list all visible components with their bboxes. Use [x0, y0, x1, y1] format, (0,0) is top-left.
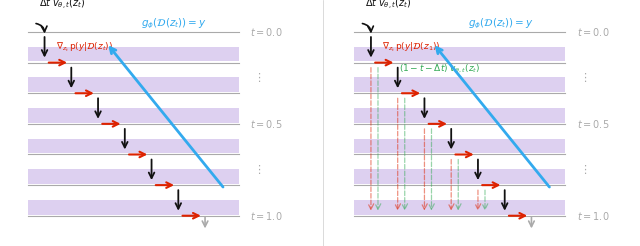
Bar [354, 169, 565, 184]
Text: $\Delta t\; v_{\theta,t}(z_t)$: $\Delta t\; v_{\theta,t}(z_t)$ [39, 0, 85, 12]
Bar [354, 200, 565, 215]
Text: $\nabla_{z_t}\,\mathrm{p}(y|\mathcal{D}(z_1))$: $\nabla_{z_t}\,\mathrm{p}(y|\mathcal{D}(… [382, 41, 441, 54]
Text: $t = 1.0$: $t = 1.0$ [577, 210, 609, 222]
Text: $g_\phi(\mathcal{D}(z_t)) = y$: $g_\phi(\mathcal{D}(z_t)) = y$ [468, 16, 533, 31]
Text: $(1-t-\Delta t)\;v_{\theta,t}(z_t)$: $(1-t-\Delta t)\;v_{\theta,t}(z_t)$ [399, 63, 481, 75]
Bar [354, 108, 565, 123]
Bar [28, 47, 239, 62]
Text: $\vdots$: $\vdots$ [579, 71, 588, 84]
Bar [28, 169, 239, 184]
Text: $t = 0.0$: $t = 0.0$ [577, 26, 609, 38]
Bar [354, 138, 565, 153]
Text: $\nabla_{z_t}\,\mathrm{p}(y|\mathcal{D}(z_t))$: $\nabla_{z_t}\,\mathrm{p}(y|\mathcal{D}(… [56, 41, 113, 54]
Bar [354, 47, 565, 62]
Text: $\vdots$: $\vdots$ [579, 163, 588, 176]
Text: $\vdots$: $\vdots$ [253, 163, 261, 176]
Text: $g_\phi(\mathcal{D}(z_t)) = y$: $g_\phi(\mathcal{D}(z_t)) = y$ [141, 16, 207, 31]
Bar [354, 77, 565, 92]
Bar [28, 108, 239, 123]
Bar [28, 138, 239, 153]
Text: $t = 1.0$: $t = 1.0$ [250, 210, 283, 222]
Bar [28, 77, 239, 92]
Text: $t = 0.5$: $t = 0.5$ [577, 118, 609, 130]
Text: $t = 0.0$: $t = 0.0$ [250, 26, 283, 38]
Text: $\Delta t\; v_{\theta,t}(z_t)$: $\Delta t\; v_{\theta,t}(z_t)$ [365, 0, 412, 12]
Text: $\vdots$: $\vdots$ [253, 71, 261, 84]
Bar [28, 200, 239, 215]
Text: $t = 0.5$: $t = 0.5$ [250, 118, 283, 130]
